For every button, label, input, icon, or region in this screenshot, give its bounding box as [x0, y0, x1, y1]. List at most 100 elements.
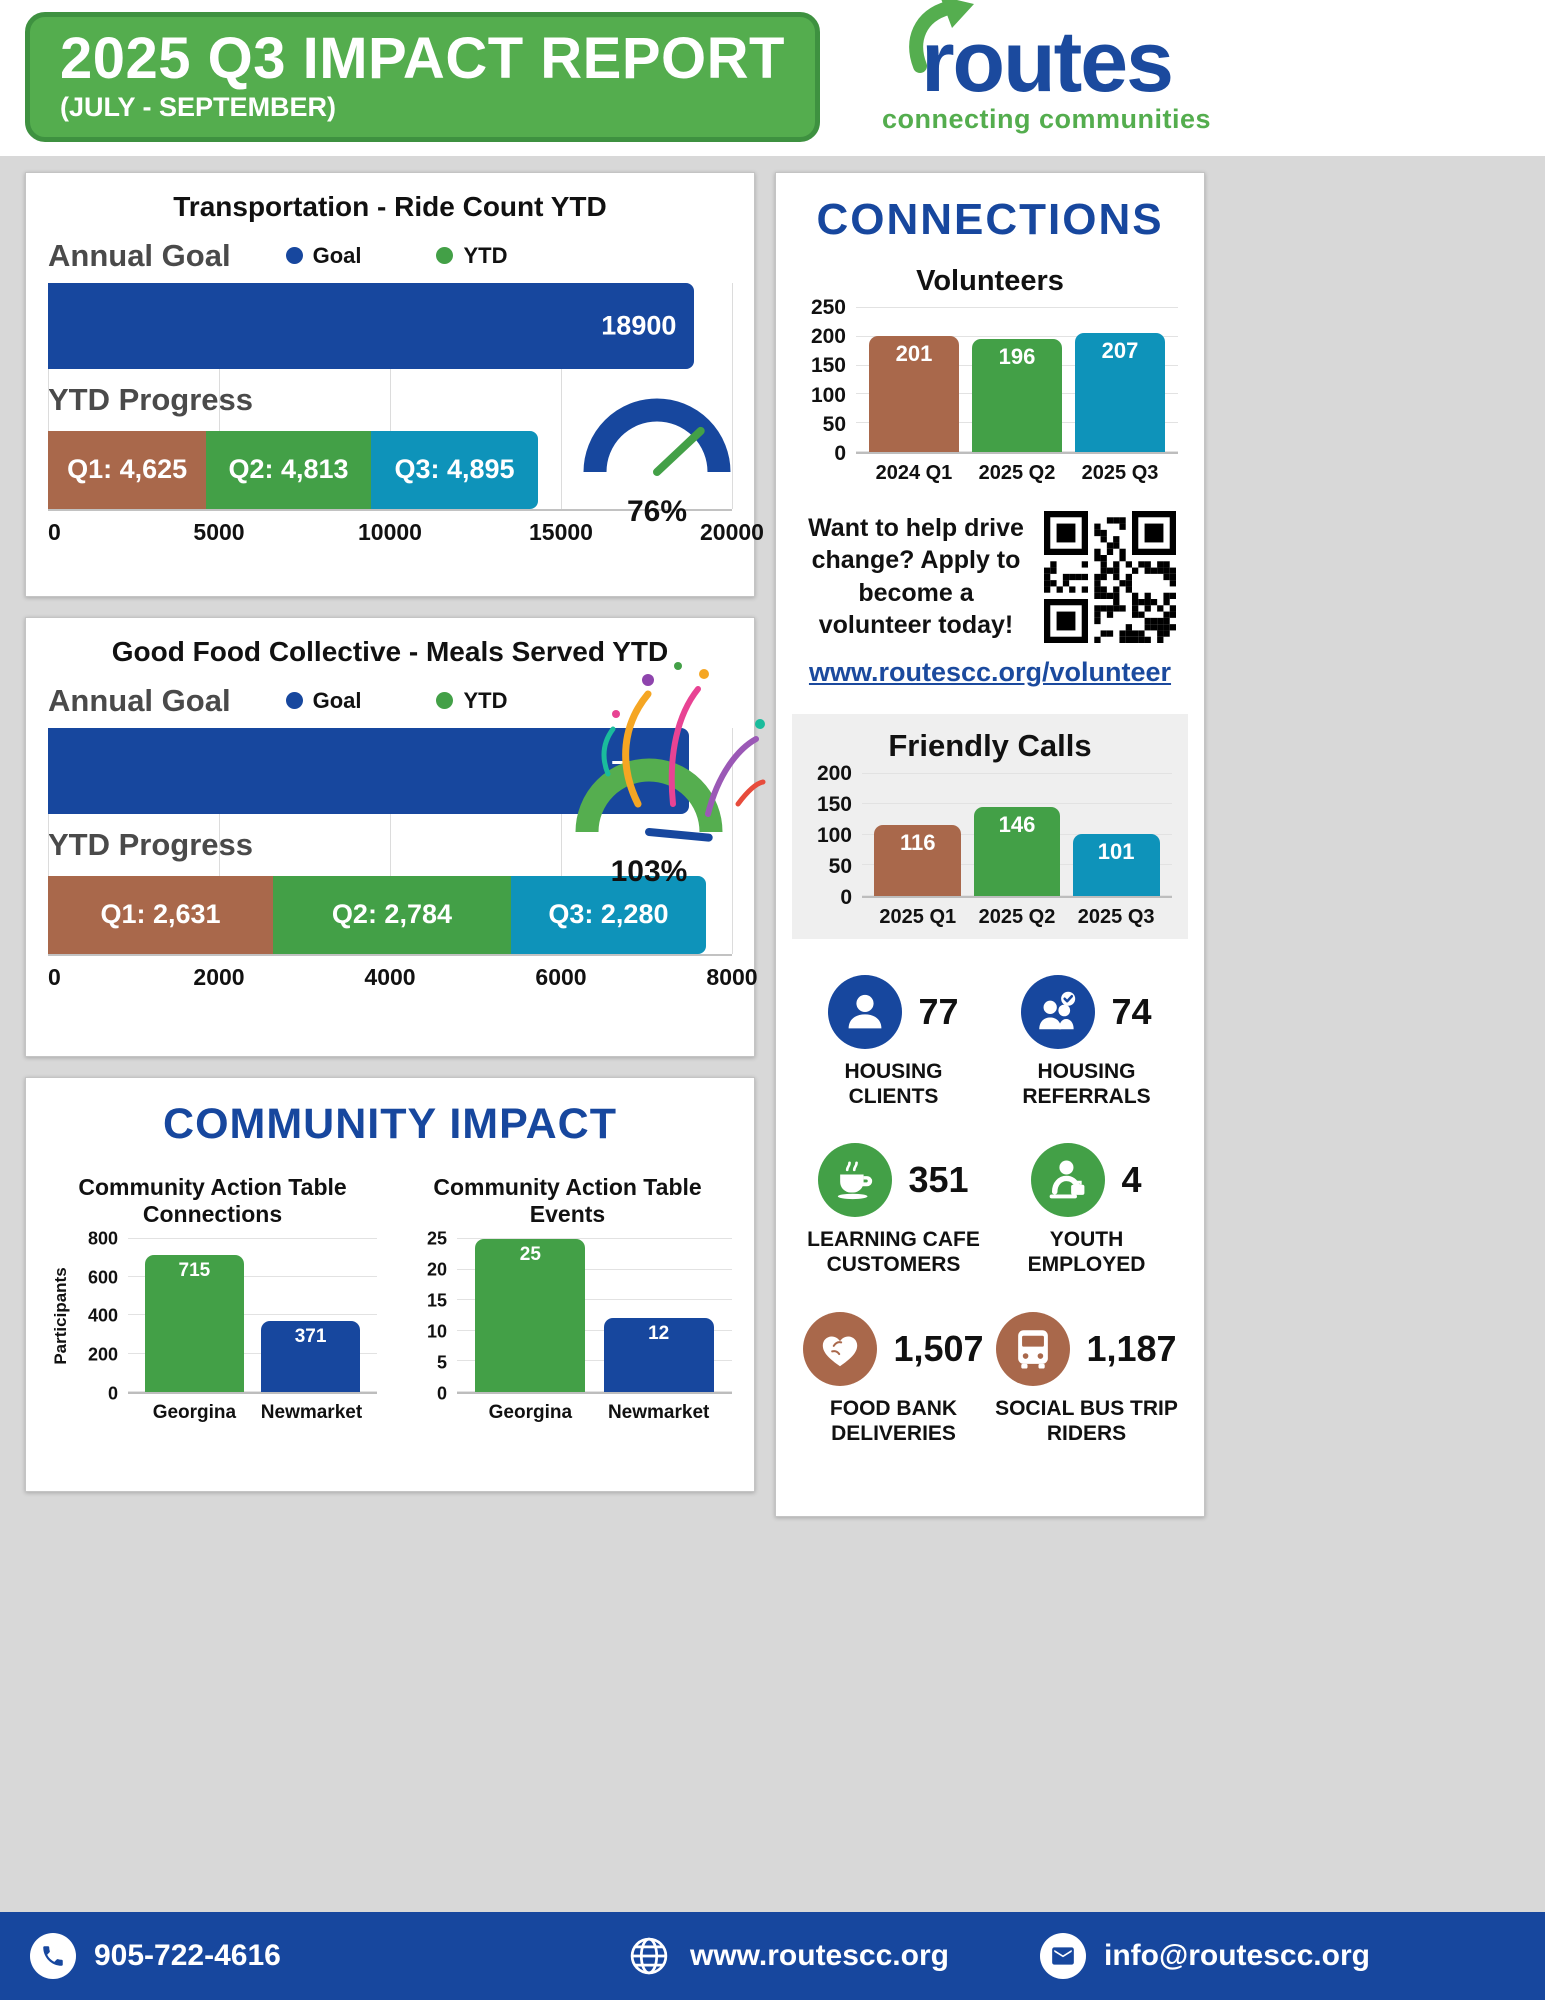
x-category-label: 2025 Q3	[1081, 461, 1159, 484]
ytd-progress-label: YTD Progress	[48, 381, 254, 417]
legend-label: Goal	[312, 687, 362, 713]
email-icon	[1040, 1933, 1086, 1979]
x-tick-label: 10000	[358, 518, 422, 545]
y-tick-label: 400	[87, 1305, 118, 1326]
y-tick-label: 200	[810, 325, 846, 349]
ytd-stacked-bar: Q1: 4,625 Q2: 4,813 Q3: 4,895	[48, 430, 732, 509]
bar-value-label: 207	[1101, 337, 1139, 363]
community-connections-chart: Participants 0 200 400 600 800 715 371 Georgina N…	[48, 1228, 377, 1424]
friendly-calls-title: Friendly Calls	[888, 727, 1092, 763]
meals-chart-title: Good Food Collective - Meals Served YTD	[111, 635, 669, 667]
x-axis: 2025 Q1 2025 Q2 2025 Q3	[862, 898, 1172, 929]
segment-q2-4-813: Q2: 4,813	[206, 430, 371, 509]
bars: 25 12	[457, 1238, 732, 1392]
events-chart-title: Community Action Table Events	[433, 1173, 702, 1228]
plot-area: 116 146 101	[862, 772, 1172, 898]
segment-q3-4-895: Q3: 4,895	[370, 430, 539, 509]
bar-georgina: 715	[144, 1255, 245, 1392]
y-tick-label: 5	[436, 1352, 447, 1373]
stat-label: FOOD BANK DELIVERIES	[829, 1396, 958, 1445]
goal-value-label: 18900	[601, 310, 677, 341]
x-category-label: Newmarket	[607, 1401, 710, 1423]
x-category-label: 2025 Q2	[978, 461, 1056, 484]
segment-label: Q1: 2,631	[100, 899, 221, 930]
community-events-chart: 0 5 10 15 20 25 25 12 Georgina Newmarket	[403, 1228, 732, 1424]
y-axis-title: Participants	[51, 1267, 70, 1366]
legend-label: YTD	[463, 242, 508, 268]
user-icon	[828, 974, 903, 1049]
bar-value-label: 101	[1097, 839, 1135, 865]
goal-bar: 7500	[48, 727, 690, 814]
volunteer-cta: Want to help drive change? Apply to beco…	[804, 510, 1176, 643]
legend-item-goal: Goal	[285, 242, 362, 269]
legend-dot	[285, 247, 303, 265]
bar-value-label: 196	[998, 344, 1036, 369]
x-tick-label: 2000	[193, 963, 245, 990]
x-axis: 2024 Q1 2025 Q2 2025 Q3	[856, 454, 1178, 485]
stat-label: LEARNING CAFE CUSTOMERS	[807, 1228, 980, 1277]
gridline	[128, 1390, 377, 1392]
y-tick-label: 25	[426, 1228, 447, 1249]
logo-arrow-icon	[909, 0, 974, 73]
x-tick-label: 5000	[193, 518, 245, 545]
plot-area: 201 196 207	[856, 306, 1178, 454]
x-category-label: 2024 Q1	[875, 461, 953, 484]
legend-item-ytd: YTD	[436, 243, 507, 269]
logo-wordmark: routes	[921, 14, 1174, 110]
connections-chart-title: Community Action Table Connections	[78, 1173, 347, 1228]
y-axis: 0 50 100 150 200	[808, 762, 862, 909]
volunteer-link[interactable]: www.routescc.org/volunteer	[808, 656, 1172, 687]
y-tick-label: 100	[810, 383, 846, 407]
gridline	[862, 803, 1172, 805]
x-axis: Georgina Newmarket	[457, 1394, 732, 1424]
bar-newmarket: 12	[603, 1318, 714, 1392]
x-tick-label: 8000	[706, 963, 758, 990]
food-heart-icon	[803, 1311, 878, 1386]
bars: 715 371	[128, 1239, 377, 1392]
y-tick-label: 0	[840, 885, 852, 909]
gridline	[219, 282, 220, 509]
legend-dot	[436, 247, 454, 265]
y-tick-label: 15	[426, 1290, 447, 1311]
stat-label: SOCIAL BUS TRIP RIDERS	[995, 1396, 1178, 1445]
bar-2024-q1: 201	[868, 336, 960, 452]
footer-website: www.routescc.org	[535, 1933, 1040, 1979]
community-charts: Community Action Table Connections Parti…	[48, 1167, 732, 1424]
transportation-chart: Annual Goal Goal YTD 18900 YTD Progress Q1: 4…	[48, 229, 764, 551]
x-axis: Georgina Newmarket	[128, 1394, 377, 1424]
stat-value: 74	[1111, 990, 1152, 1032]
title-banner: 2025 Q3 IMPACT REPORT (JULY - SEPTEMBER)	[25, 12, 820, 142]
report-subtitle: (JULY - SEPTEMBER)	[60, 91, 337, 122]
legend-item-ytd: YTD	[436, 688, 507, 714]
y-tick-label: 600	[87, 1267, 118, 1288]
gridline	[128, 1276, 377, 1278]
plot-area: 18900 YTD Progress Q1: 4,625 Q2: 4,813 Q3: 4…	[48, 282, 733, 509]
y-tick-label: 100	[816, 823, 852, 847]
email-address: info@routescc.org	[1104, 1939, 1370, 1972]
segment-q1-4-625: Q1: 4,625	[48, 430, 207, 509]
community-impact-heading: COMMUNITY IMPACT	[163, 1099, 617, 1148]
y-axis: 0 200 400 600 800	[74, 1228, 128, 1403]
routes-logo: routes connecting communities	[882, 0, 1212, 135]
y-tick-label: 0	[107, 1383, 118, 1404]
globe-icon	[626, 1933, 672, 1979]
bar-value-label: 715	[178, 1260, 211, 1282]
volunteers-chart: 0 50 100 150 200 250 201 196 207 2024 Q1 2025 Q2 20…	[802, 296, 1178, 485]
phone-icon	[30, 1933, 76, 1979]
gridline	[457, 1237, 732, 1239]
y-axis: 0 50 100 150 200 250	[802, 296, 856, 465]
gauge-value: 103%	[610, 854, 688, 888]
bar-2025-q3: 101	[1072, 834, 1160, 896]
stat-youth-employed: 4 YOUTH EMPLOYED	[995, 1143, 1178, 1277]
y-tick-label: 200	[816, 761, 852, 785]
legend-label: Goal	[312, 242, 362, 268]
stat-value: 1,507	[893, 1327, 984, 1369]
footer-email: info@routescc.org	[1040, 1933, 1545, 1979]
bar-2025-q2: 196	[971, 339, 1063, 452]
volunteers-chart-title: Volunteers	[916, 264, 1064, 297]
footer: 905-722-4616 www.routescc.org info@route…	[0, 1912, 1545, 2000]
plot-area: 715 371	[128, 1237, 377, 1394]
stat-label: HOUSING REFERRALS	[1022, 1059, 1151, 1109]
logo-tagline: connecting communities	[882, 103, 1212, 134]
